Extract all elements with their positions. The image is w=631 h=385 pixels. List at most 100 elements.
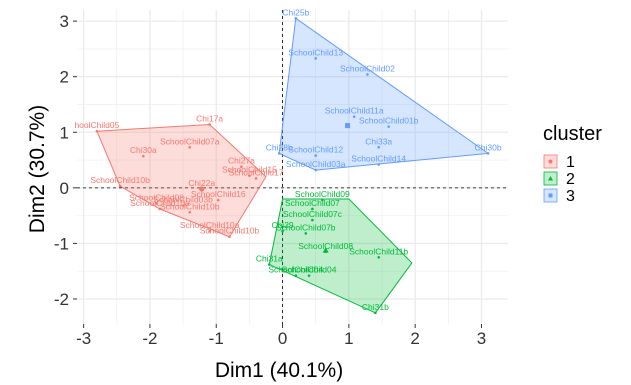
cluster-1-point-label: SchoolChild10b [90,175,150,185]
cluster-1-point [188,210,192,214]
cluster-2-point [374,311,377,315]
data-points [95,17,490,315]
cluster-2-point-label: Chi31a [256,254,283,264]
cluster-1-point-label: Chi30a [130,145,157,155]
cluster-2-point [311,207,314,211]
cluster-1-point [208,123,211,126]
cluster-1-point-label: SchoolChild07a [160,136,220,146]
cluster-2-hull [268,198,413,314]
cluster-1-point-label: Chi22a [188,178,215,188]
cluster-1-point [208,229,211,233]
cluster-3-point [377,163,381,166]
zero-lines [77,10,508,324]
cluster-1-point [248,174,251,177]
cluster-1-point [155,202,158,205]
cluster-2-point [304,232,308,235]
cluster-3-point [294,17,298,20]
cluster-1-point [95,129,99,133]
axes: -3 -2 -1 0 1 2 3 -2 -1 0 1 2 3 [54,12,486,348]
cluster-3-point-label: Chi30b [475,142,502,152]
x-tick-label: 1 [344,329,353,348]
cluster-3-point-label: Chi28b [266,142,293,152]
cluster-2-point [377,256,381,259]
cluster-1-point-label: SchoolChild10b [200,226,260,236]
y-tick-label: 2 [60,68,69,87]
cluster-3-centroid [345,123,351,129]
cluster-3-point-label: SchoolChild12 [288,145,343,155]
cluster-3-point-label: SchoolChild02 [340,63,395,73]
y-axis-title: Dim2 (30.7%) [26,105,49,233]
cluster-3-point [486,152,490,155]
legend: cluster 123 [543,123,602,205]
x-tick-label: -2 [142,329,157,348]
cluster-2-point [267,263,271,266]
cluster-3-point [366,73,369,76]
cluster-2-point [281,229,284,233]
x-tick-label: 3 [477,329,486,348]
cluster-3-point-label: SchoolChild11a [325,106,384,116]
cluster-1-point [181,204,185,207]
y-tick-label: 0 [60,179,69,198]
cluster-2-point-label: Chi29 [271,220,293,230]
cluster-3-point [314,154,318,157]
cluster-1-point-label: SchoolChild10a [130,198,190,208]
cluster-3-point [314,168,318,172]
cluster-1-point-label: SchoolChild08 [129,192,184,202]
cluster-1-point-label: SchoolChild15 [222,165,277,175]
grid-lines [77,10,508,324]
cluster-1-point-label: SchoolChild10a [180,220,240,230]
cluster-3-point [277,152,281,155]
legend-marker-3 [548,193,553,198]
cluster-1-point-label: hoolChild05 [74,120,119,130]
cluster-hulls [96,17,490,314]
cluster-1-point-label: SchoolChild10b [160,201,220,211]
cluster-3-point-label: SchoolChild01b [359,116,419,126]
plot-panel [77,10,508,324]
legend-title: cluster [543,123,602,145]
cluster-1-point [158,207,162,211]
cluster-2-point [311,218,314,222]
y-tick-label: 3 [60,12,69,31]
cluster-1-point-label: SchoolChild03b [153,195,213,205]
y-tick-label: -2 [54,290,69,309]
cluster-1-point [254,177,258,180]
cluster-1-point-label: SchoolChild16 [191,189,246,199]
cluster-2-point-label: SchoolChild04 [282,265,337,275]
cluster-1-point [118,184,122,188]
cluster-2-point [294,274,298,277]
cluster-3-point [387,125,390,129]
legend-label-3: 3 [566,188,575,205]
cluster-3-point-label: SchoolChild13 [288,47,343,57]
cluster-1-point [228,235,231,239]
x-tick-label: 2 [410,329,419,348]
cluster-2-point-label: SchoolChild07c [283,209,343,219]
cluster-2-point-label: Chi31b [362,302,389,312]
cluster-2-point-label: SchoolChild07 [285,198,340,208]
cluster-3-point [314,57,318,60]
cluster-3-point [352,115,356,119]
cluster-3-point-label: SchoolChild14 [351,153,406,163]
cluster-1-point-label: SchoolChild17 [229,167,284,177]
legend-label-2: 2 [566,171,575,188]
x-axis-title: Dim1 (40.1%) [215,359,343,382]
cluster-2-point-label: SchoolChild07b [276,222,336,232]
cluster-2-centroid [322,247,329,253]
x-tick-label: -1 [209,329,224,348]
cluster-3-point-label: Chi33a [365,136,392,146]
cluster-3-point-label: SchoolChild03a [286,159,346,169]
cluster-1-point-label: Chi17a [196,113,223,123]
cluster-1-point [216,198,220,202]
cluster-2-point [321,198,324,202]
panel-background [77,10,508,324]
cluster-1-point [188,145,192,149]
legend-label-1: 1 [566,154,575,171]
x-tick-label: -3 [76,329,91,348]
cluster-1-point [142,154,145,158]
cluster-2-point-label: SchoolChild04 [268,265,323,275]
legend-marker-1 [548,159,553,164]
cluster-2-point [307,274,311,277]
cluster-2-point-label: SchoolChild09 [295,189,350,199]
cluster-3-point [377,145,381,149]
